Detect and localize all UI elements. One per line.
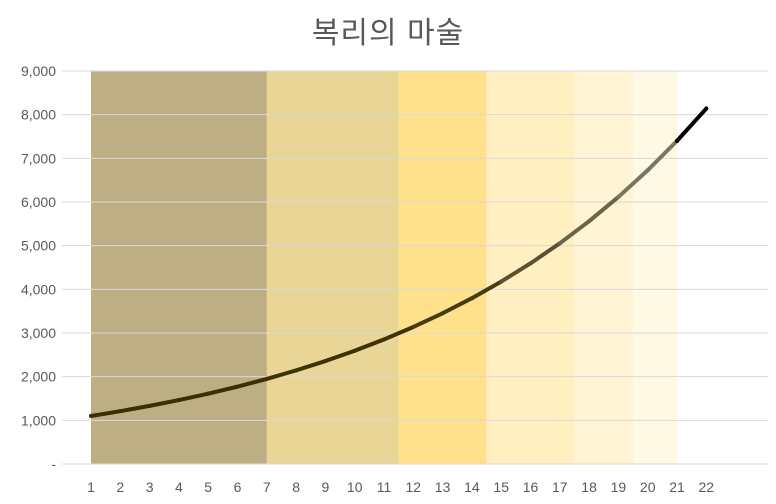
x-tick-label: 14 (464, 479, 480, 495)
x-tick-label: 15 (493, 479, 509, 495)
data-point (176, 398, 181, 403)
background-band-4 (486, 71, 575, 464)
line-segment (382, 324, 416, 342)
x-tick-label: 1 (87, 479, 95, 495)
line-segment (294, 359, 328, 373)
x-tick-label: 18 (581, 479, 597, 495)
x-tick-label: 11 (377, 479, 392, 495)
data-point (469, 296, 474, 301)
data-point (147, 403, 152, 408)
line-segment (616, 168, 650, 199)
data-point (411, 324, 416, 329)
data-point (264, 376, 269, 381)
data-point (118, 409, 123, 414)
data-point (528, 261, 533, 266)
data-point (616, 194, 621, 199)
background-band-3 (398, 71, 487, 464)
line-segment (89, 409, 123, 418)
line-segment (206, 384, 240, 396)
data-point (235, 384, 240, 389)
y-tick-label: 8,000 (21, 107, 56, 123)
data-point (294, 368, 299, 373)
x-tick-label: 22 (699, 479, 715, 495)
y-tick-label: - (51, 456, 56, 472)
line-segment (176, 391, 211, 403)
x-tick-label: 9 (322, 479, 330, 495)
x-tick-label: 19 (611, 479, 627, 495)
line-segment (352, 337, 386, 353)
x-tick-label: 16 (523, 479, 539, 495)
line-segment (557, 219, 592, 246)
line-segment (235, 376, 269, 389)
y-tick-label: 4,000 (21, 281, 56, 297)
background-band-6 (633, 71, 677, 464)
data-point (557, 241, 562, 246)
y-tick-label: 5,000 (21, 238, 56, 254)
data-line (89, 106, 709, 418)
x-tick-label: 5 (204, 479, 212, 495)
background-bands (91, 71, 677, 464)
x-tick-label: 12 (406, 479, 422, 495)
y-tick-label: 2,000 (21, 369, 56, 385)
x-tick-label: 7 (263, 479, 271, 495)
x-tick-label: 6 (234, 479, 242, 495)
x-tick-label: 4 (175, 479, 183, 495)
line-segment (587, 194, 621, 224)
x-tick-label: 20 (640, 479, 656, 495)
data-point (440, 311, 445, 316)
data-point (382, 337, 386, 342)
data-point (352, 348, 357, 353)
line-segment (440, 296, 474, 316)
chart-title: 복리의 마술 (311, 17, 465, 50)
line-segment (264, 368, 299, 381)
x-tick-label: 13 (435, 479, 451, 495)
line-segment (323, 348, 357, 364)
line-segment (469, 279, 504, 301)
x-tick-label: 17 (552, 479, 568, 495)
y-tick-label: 9,000 (21, 63, 56, 79)
x-axis-tick-labels: 1 2 3 4 5 6 7 8 9 10 11 12 13 14 15 16 17 18 19 20 21 22 (87, 479, 714, 495)
data-point (499, 279, 504, 284)
y-tick-label: 6,000 (21, 194, 56, 210)
y-tick-label: 7,000 (21, 150, 56, 166)
data-point (675, 138, 679, 143)
background-band-2 (266, 71, 399, 464)
x-tick-label: 3 (146, 479, 154, 495)
y-tick-label: 3,000 (21, 325, 56, 341)
line-segment (499, 261, 533, 284)
data-point (704, 106, 709, 111)
background-band-5 (574, 71, 634, 464)
gridlines (62, 70, 768, 465)
data-point (645, 168, 650, 173)
x-tick-label: 8 (292, 479, 300, 495)
line-segment (118, 403, 152, 414)
x-tick-label: 10 (347, 479, 363, 495)
background-band-1 (91, 71, 267, 464)
y-axis-tick-labels: - 1,000 2,000 3,000 4,000 5,000 6,000 7,000 8,00… (21, 63, 56, 472)
line-segment (675, 106, 709, 143)
line-segment (645, 138, 679, 173)
line-segment (147, 398, 181, 408)
x-tick-label: 2 (116, 479, 124, 495)
x-tick-label: 21 (669, 479, 685, 495)
data-point (206, 391, 211, 396)
data-point (89, 413, 93, 418)
y-tick-label: 1,000 (21, 412, 56, 428)
line-segment (411, 311, 445, 329)
data-point (323, 359, 328, 364)
data-point (587, 219, 592, 224)
line-segment (528, 241, 562, 266)
